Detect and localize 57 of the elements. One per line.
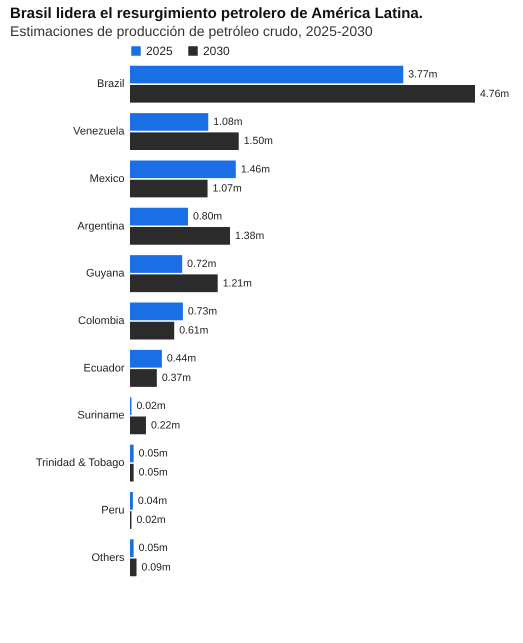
bar — [130, 558, 137, 576]
y-tick-label: Venezuela — [73, 126, 126, 138]
data-label: 0.73m — [188, 305, 218, 318]
bar — [130, 539, 134, 558]
bar — [130, 416, 146, 434]
bar — [130, 66, 404, 84]
y-tick-label: Argentina — [77, 220, 126, 232]
data-label: 0.80m — [192, 210, 222, 223]
data-label: 0.09m — [142, 561, 171, 574]
data-label: 0.02m — [136, 400, 166, 412]
data-label: 3.77m — [408, 68, 438, 81]
data-label: 1.46m — [240, 163, 270, 176]
bar — [130, 369, 157, 387]
bar — [130, 180, 208, 198]
bar — [130, 160, 236, 178]
y-tick-label: Trinidad & Tobago — [36, 457, 124, 470]
data-label: 0.61m — [179, 324, 209, 337]
bar — [130, 208, 188, 226]
legend-label: 2025 — [146, 44, 174, 58]
y-tick-label: Suriname — [77, 410, 124, 422]
legend-label: 2030 — [203, 44, 230, 58]
data-label: 1.08m — [213, 116, 243, 128]
data-label: 4.76m — [480, 88, 510, 100]
bar — [130, 113, 208, 131]
y-tick-label: Others — [91, 552, 125, 564]
chart-subtitle: Estimaciones de producción de petróleo crudo, 2025-2030 — [10, 23, 373, 39]
y-tick-label: Colombia — [78, 315, 126, 327]
bar — [130, 132, 239, 150]
data-label: 0.37m — [162, 372, 192, 384]
data-label: 0.05m — [138, 542, 168, 554]
bar — [130, 492, 133, 510]
data-label: 0.22m — [150, 419, 180, 432]
bar — [130, 302, 183, 320]
data-label: 0.05m — [138, 466, 168, 479]
data-label: 0.72m — [187, 258, 217, 270]
data-label: 0.05m — [138, 447, 168, 460]
bar — [130, 464, 134, 482]
data-label: 1.21m — [222, 277, 252, 290]
bar — [130, 350, 162, 368]
bar — [130, 444, 134, 462]
bar — [130, 322, 174, 340]
chart-title: Brasil lidera el resurgimiento petrolero de América Latina. — [10, 5, 423, 22]
y-tick-label: Ecuador — [84, 362, 125, 374]
bar — [130, 84, 475, 103]
data-label: 1.07m — [212, 182, 242, 195]
bar — [130, 274, 218, 292]
data-label: 0.04m — [138, 494, 168, 507]
y-tick-label: Guyana — [86, 268, 126, 280]
data-label: 1.38m — [235, 230, 264, 242]
y-tick-label: Brazil — [96, 78, 124, 90]
data-label: 0.44m — [166, 352, 196, 365]
bar — [130, 227, 230, 245]
y-tick-label: Mexico — [90, 172, 124, 185]
y-tick-label: Peru — [101, 504, 124, 516]
data-label: 0.02m — [136, 514, 166, 526]
bar — [130, 255, 182, 273]
data-label: 1.50m — [244, 135, 274, 148]
